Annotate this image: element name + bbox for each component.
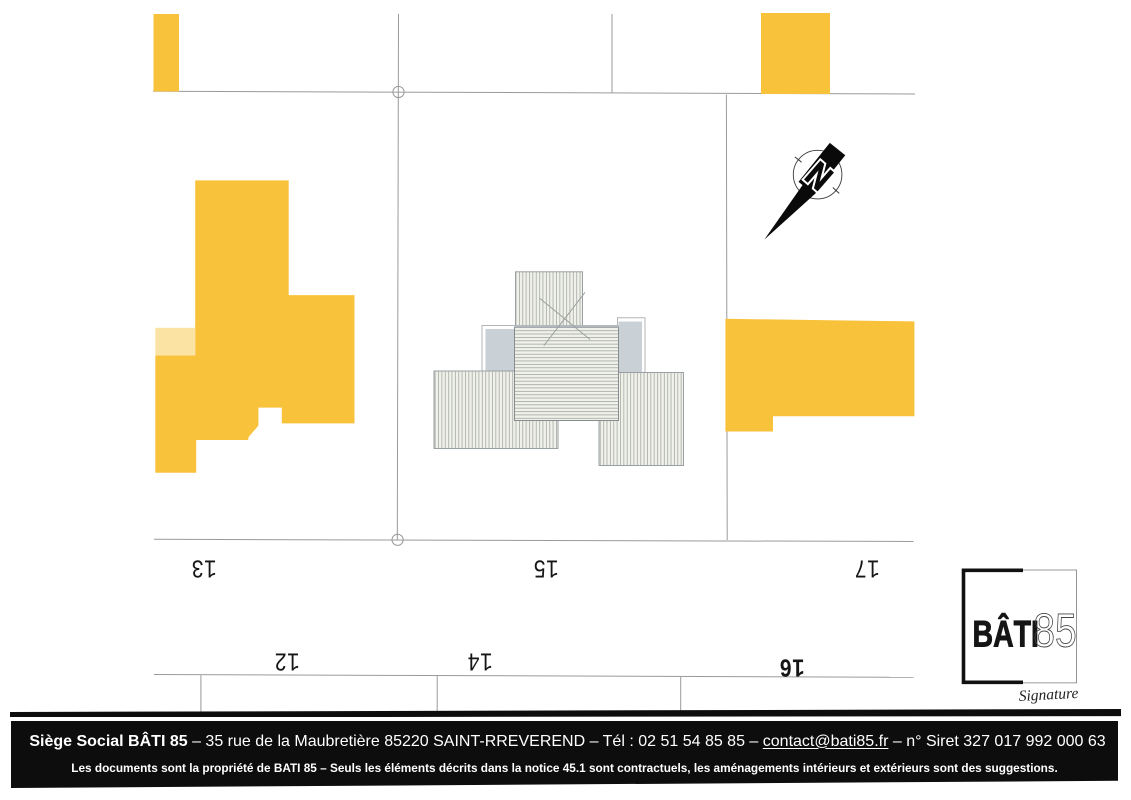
svg-text:BÂTI: BÂTI (973, 613, 1039, 654)
svg-text:85: 85 (1033, 605, 1076, 657)
svg-text:Signature: Signature (1018, 685, 1079, 705)
